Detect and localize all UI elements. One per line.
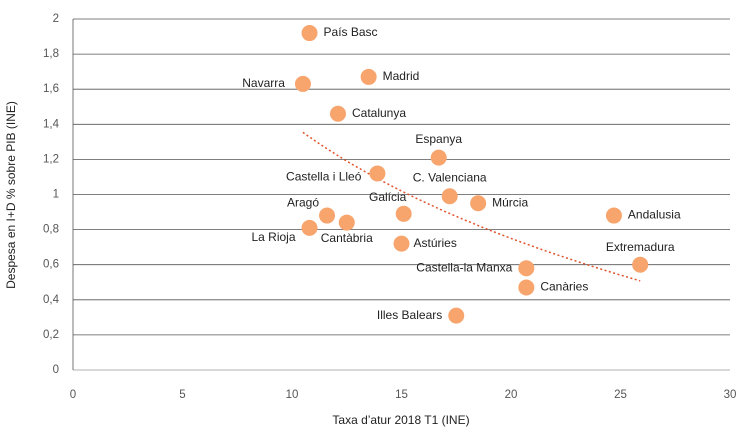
point	[338, 214, 355, 231]
x-tick-label: 0	[70, 389, 76, 401]
y-tick-label: 0,8	[43, 224, 59, 236]
point	[518, 260, 535, 277]
point	[393, 235, 410, 252]
point-label: La Rioja	[251, 230, 295, 244]
point-label: Madrid	[383, 69, 420, 83]
y-tick-label: 1,2	[43, 153, 59, 165]
point	[369, 165, 386, 182]
x-tick-label: 5	[179, 389, 185, 401]
point-label: Navarra	[242, 76, 285, 90]
point	[470, 195, 487, 212]
y-tick-label: 0,6	[43, 259, 59, 271]
point	[329, 105, 346, 122]
point-label: Galícia	[369, 190, 407, 204]
point	[319, 207, 336, 224]
y-tick-label: 1,8	[43, 48, 59, 60]
point	[360, 68, 377, 85]
point-label: Espanya	[415, 132, 462, 146]
point-label: C. Valenciana	[413, 170, 487, 184]
point-label: Canàries	[540, 280, 588, 294]
trendline	[302, 131, 641, 282]
point	[448, 307, 465, 324]
y-tick-label: 1,6	[43, 83, 59, 95]
point	[518, 279, 535, 296]
x-tick-label: 25	[614, 389, 627, 401]
y-tick-label: 1,4	[43, 118, 60, 130]
point-label: Aragó	[287, 196, 319, 210]
point-label: Illes Balears	[377, 308, 442, 322]
point-label: Astúries	[414, 236, 457, 250]
point-label: Cantàbria	[321, 231, 373, 245]
point	[430, 149, 447, 166]
point-label: Extremadura	[606, 240, 675, 254]
x-tick-label: 20	[505, 389, 518, 401]
point	[632, 256, 649, 273]
point-label: Andalusia	[628, 208, 681, 222]
point	[301, 219, 318, 236]
y-tick-label: 0,2	[43, 329, 59, 341]
y-tick-label: 2	[53, 13, 59, 25]
point-label: País Basc	[324, 25, 378, 39]
point	[301, 25, 318, 42]
point-label: Castella-la Manxa	[416, 260, 512, 274]
x-tick-label: 15	[395, 389, 408, 401]
point	[441, 188, 458, 205]
point-label: Múrcia	[492, 195, 528, 209]
y-tick-label: 0	[53, 364, 59, 376]
y-tick-label: 0,4	[43, 294, 60, 306]
x-tick-label: 10	[286, 389, 299, 401]
point	[395, 205, 412, 222]
point-label: Castella i Lleó	[286, 170, 362, 184]
point-label: Catalunya	[352, 106, 406, 120]
point	[605, 207, 622, 224]
point	[294, 75, 311, 92]
y-axis-title: Despesa en I+D % sobre PIB (INE)	[4, 101, 18, 289]
x-axis-title: Taxa d’atur 2018 T1 (INE)	[332, 413, 469, 427]
y-tick-label: 1	[53, 189, 59, 201]
x-tick-label: 30	[724, 389, 737, 401]
